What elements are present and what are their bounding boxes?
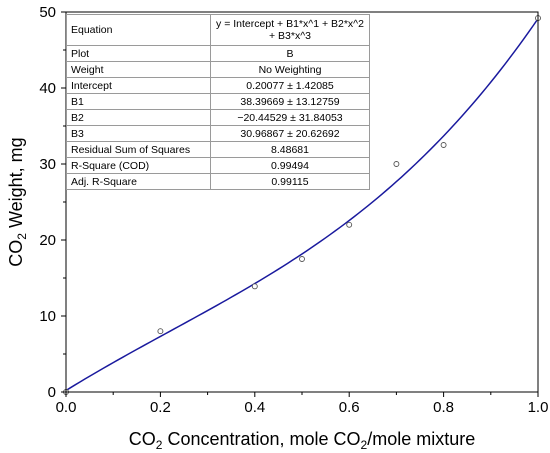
y-tick-label: 20 (39, 232, 56, 249)
table-row: B3 30.96867 ± 20.62692 (66, 125, 370, 142)
table-value: 30.96867 ± 20.62692 (210, 125, 370, 142)
table-value: No Weighting (210, 61, 370, 78)
data-point (299, 256, 305, 262)
data-point (393, 161, 400, 167)
y-tick-label: 10 (39, 308, 56, 325)
y-tick-label: 0 (48, 384, 56, 401)
table-key: B2 (66, 109, 211, 126)
fit-curve (65, 18, 539, 392)
table-row: Intercept 0.20077 ± 1.42085 (66, 77, 370, 94)
x-tick-label: 0.4 (244, 399, 265, 416)
table-key: Intercept (66, 77, 211, 94)
table-row: B1 38.39669 ± 13.12759 (66, 93, 370, 110)
table-key: B3 (66, 125, 211, 142)
y-tick-label: 50 (39, 4, 56, 21)
table-key: Weight (66, 61, 211, 78)
table-value: −20.44529 ± 31.84053 (210, 109, 370, 126)
data-point (440, 142, 447, 148)
table-row: Equation y = Intercept + B1*x^1 + B2*x^2… (66, 14, 370, 46)
table-value: 0.99115 (210, 173, 370, 190)
y-tick-label: 40 (39, 80, 56, 97)
table-value: 0.99494 (210, 157, 370, 174)
y-tick-label: 30 (39, 156, 56, 173)
table-key: Plot (66, 45, 211, 62)
table-row: B2 −20.44529 ± 31.84053 (66, 109, 370, 126)
table-key: B1 (66, 93, 211, 110)
x-tick-label: 0.0 (56, 399, 77, 416)
table-row: R-Square (COD) 0.99494 (66, 157, 370, 174)
data-point (157, 328, 164, 335)
x-axis-title: CO2 Concentration, mole CO2/mole mixture (129, 429, 476, 452)
y-axis-title: CO2 Weight, mg (6, 137, 29, 266)
fit-results-table: Equation y = Intercept + B1*x^1 + B2*x^2… (66, 14, 370, 190)
chart-marks (63, 15, 541, 395)
x-tick-label: 0.8 (433, 399, 454, 416)
table-row: Adj. R-Square 0.99115 (66, 173, 370, 190)
table-key: Equation (66, 14, 211, 46)
table-row: Residual Sum of Squares 8.48681 (66, 141, 370, 158)
table-value: 8.48681 (210, 141, 370, 158)
table-value: 38.39669 ± 13.12759 (210, 93, 370, 110)
table-key: R-Square (COD) (66, 157, 211, 174)
data-point (251, 283, 258, 290)
table-row: Plot B (66, 45, 370, 62)
data-point (346, 221, 353, 228)
plot-frame (65, 11, 539, 393)
table-key: Residual Sum of Squares (66, 141, 211, 158)
x-tick-label: 1.0 (528, 399, 549, 416)
table-value: 0.20077 ± 1.42085 (210, 77, 370, 94)
table-row: Weight No Weighting (66, 61, 370, 78)
table-key: Adj. R-Square (66, 173, 211, 190)
x-tick-label: 0.6 (339, 399, 360, 416)
axis-ticks: 0.0 0.2 0.4 0.6 0.8 1.0 0 10 20 30 40 50 (39, 4, 548, 416)
table-value: B (210, 45, 370, 62)
x-tick-label: 0.2 (150, 399, 171, 416)
equation-value: y = Intercept + B1*x^1 + B2*x^2 + B3*x^3 (210, 14, 370, 46)
